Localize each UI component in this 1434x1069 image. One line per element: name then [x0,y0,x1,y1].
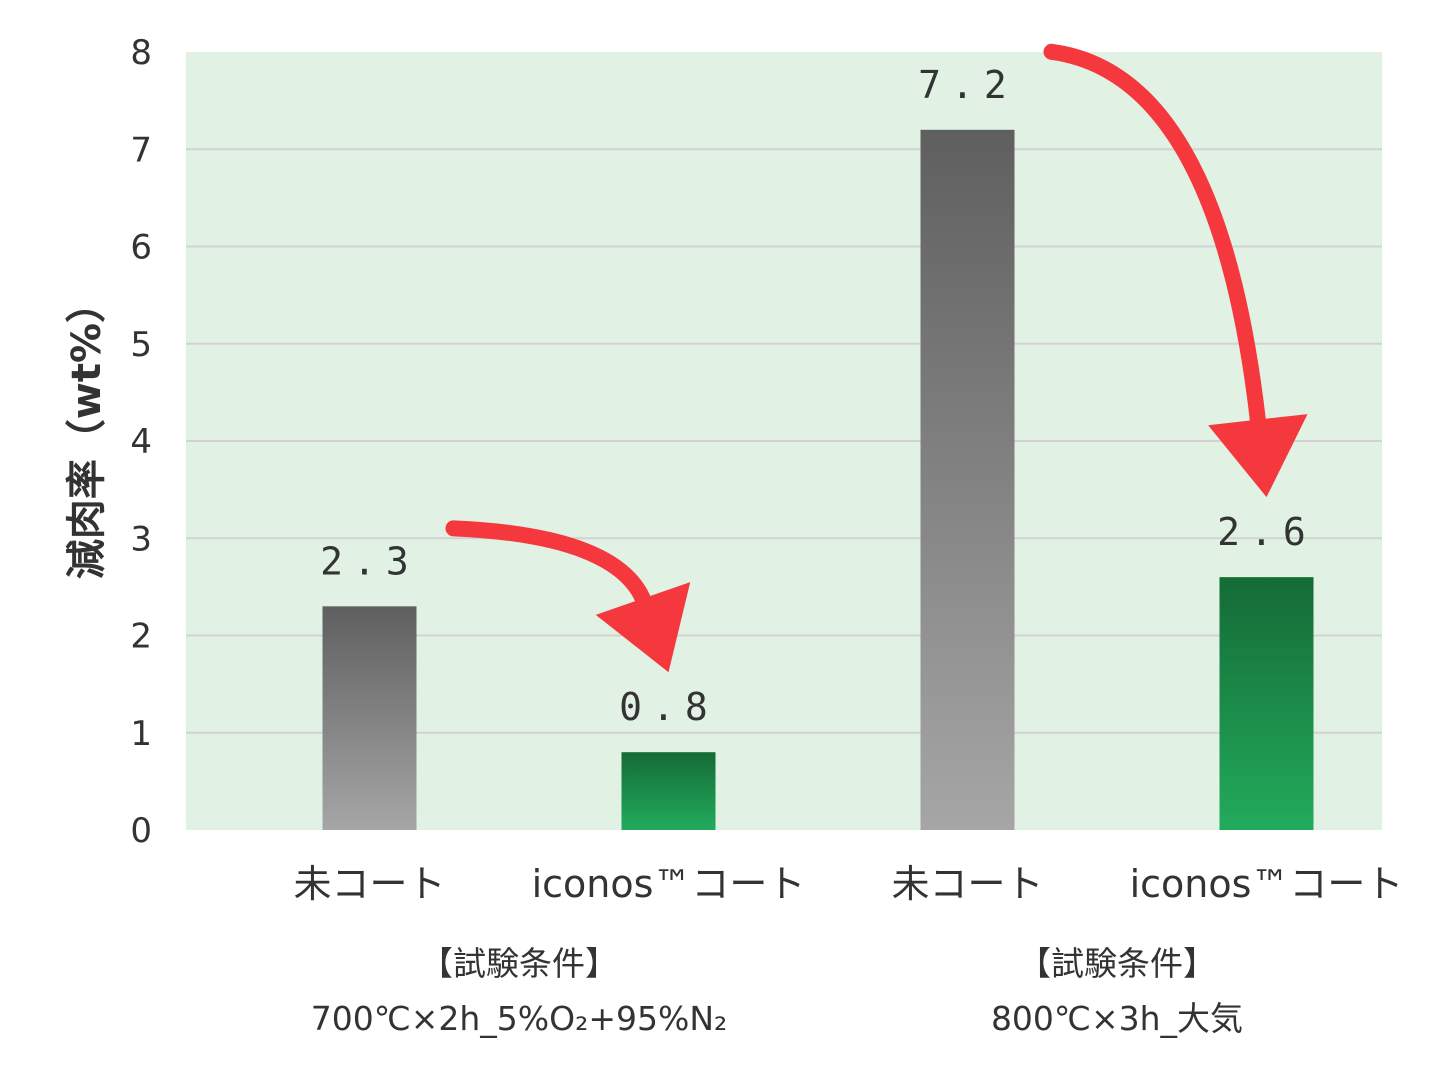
category-label: iconos™コート [1130,862,1404,906]
y-tick-label: 1 [130,714,152,754]
y-tick-label: 0 [130,811,152,851]
data-labels: 2.3 0.8 7.2 2.6 [320,63,1316,729]
arrow-shaft [1043,43,1267,434]
y-axis-label: 減肉率（wt%） [64,283,110,579]
y-tick-label: 3 [130,519,152,559]
arrow-head [1208,414,1308,498]
condition-heading: 【試験条件】 [420,944,618,983]
y-tick-label: 8 [130,33,152,73]
y-axis-ticks: 0 1 2 3 4 5 6 7 8 [130,33,152,851]
condition-labels: 【試験条件】 700℃×2h_5%O₂+95%N₂ 【試験条件】 800℃×3h_大気 [311,944,1243,1038]
data-label: 2.6 [1217,510,1316,554]
bar [920,129,1015,831]
category-label: 未コート [891,862,1043,906]
bar [621,752,716,830]
bars [322,129,1314,831]
data-label: 7.2 [918,63,1017,107]
condition-heading: 【試験条件】 [1018,944,1216,983]
y-tick-label: 5 [130,325,152,365]
arrows [445,43,1308,673]
y-tick-label: 4 [130,422,152,462]
y-tick-label: 7 [130,130,152,170]
data-label: 0.8 [619,685,718,729]
condition-text: 800℃×3h_大気 [991,999,1243,1038]
arrow-head [595,582,691,673]
bar [1219,577,1314,830]
y-tick-label: 6 [130,228,152,268]
condition-text: 700℃×2h_5%O₂+95%N₂ [311,999,728,1038]
data-label: 2.3 [320,539,419,583]
arrow-shaft [445,520,653,613]
category-label: iconos™コート [532,862,806,906]
y-tick-label: 2 [130,617,152,657]
category-label: 未コート [293,862,445,906]
bar [322,606,417,830]
category-labels: 未コート iconos™コート 未コート iconos™コート [293,862,1403,906]
